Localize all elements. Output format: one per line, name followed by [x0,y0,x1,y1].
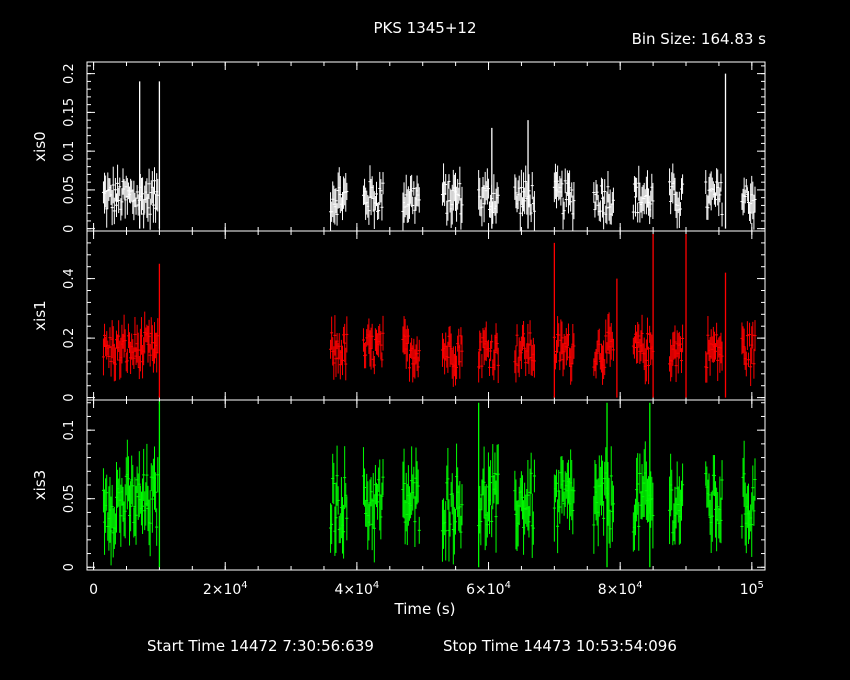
y-tick-label-xis0: 0.2 [62,63,77,84]
x-tick-label: 105 [740,580,764,598]
y-tick-label-xis1: 0 [62,393,77,401]
panel-frame-xis0 [86,61,766,232]
y-axis-label-xis0: xis0 [31,131,49,161]
panel-frame-xis1 [86,230,766,401]
panel-frame-xis3 [86,399,766,571]
x-axis-label: Time (s) [394,600,456,618]
x-tick-label: 6×104 [466,580,511,598]
y-tick-label-xis0: 0.1 [62,141,77,162]
y-tick-label-xis0: 0.15 [62,98,77,127]
bin-size-label: Bin Size: 164.83 s [632,30,767,48]
x-tick-label: 4×104 [334,580,379,598]
series-xis0 [101,73,757,231]
x-tick-label: 2×104 [203,580,248,598]
y-tick-label-xis3: 0.1 [62,420,77,441]
y-axis-label-xis1: xis1 [31,300,49,330]
y-tick-label-xis0: 0.05 [62,175,77,204]
panels-group: 0 0.05 0.1 0.15 0.2 xis0 0 0.2 0.4 xis1 0 0.05 0.1 xi… [31,61,766,598]
y-axis-label-xis3: xis3 [31,470,49,500]
series-xis1 [101,233,757,398]
y-tick-label-xis1: 0.2 [62,328,77,349]
stop-time-label: Stop Time 14473 10:53:54:096 [443,637,677,655]
y-tick-label-xis0: 0 [62,225,77,233]
x-tick-label: 8×104 [598,580,643,598]
chart-title: PKS 1345+12 [373,19,476,37]
y-tick-label-xis1: 0.4 [62,268,77,289]
start-time-label: Start Time 14472 7:30:56:639 [147,637,374,655]
series-xis3 [101,401,757,568]
x-tick-label: 0 [89,582,98,598]
y-tick-label-xis3: 0.05 [62,484,77,513]
y-tick-label-xis3: 0 [62,563,77,571]
